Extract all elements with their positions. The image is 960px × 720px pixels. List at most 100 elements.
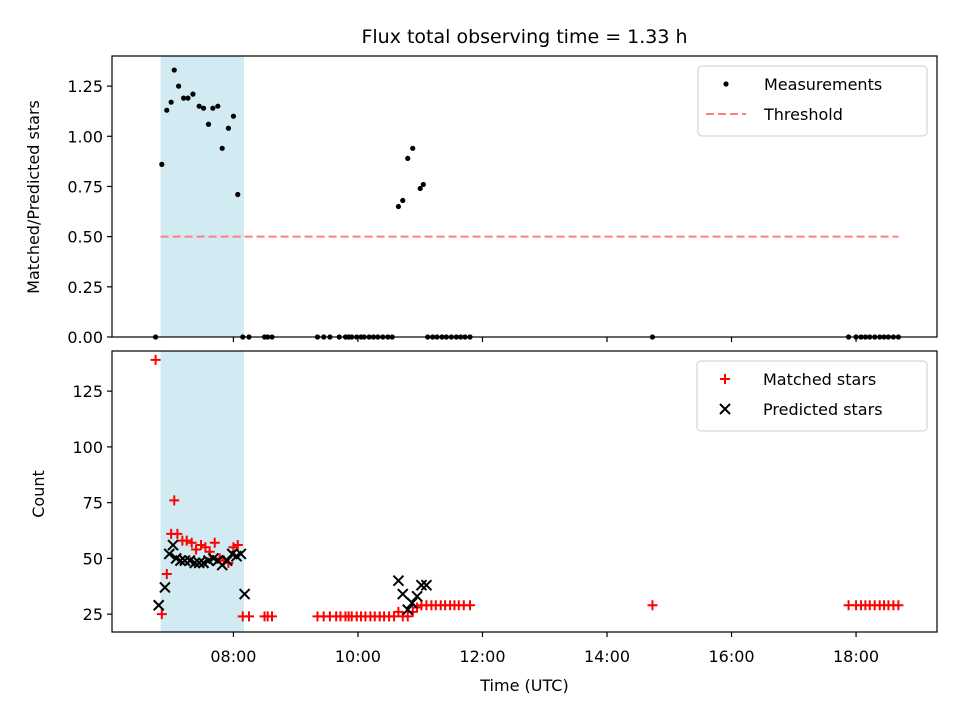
data-point (235, 191, 241, 198)
legend-label: Measurements (764, 75, 882, 94)
y-tick-label: 100 (72, 438, 103, 457)
y-tick-label: 0.75 (67, 177, 103, 196)
data-point (169, 495, 180, 506)
data-point (397, 588, 409, 600)
y-tick-label: 50 (83, 549, 103, 568)
series-predicted-stars (152, 539, 433, 616)
data-point (163, 548, 175, 560)
data-point (410, 145, 416, 151)
data-point (415, 579, 428, 591)
data-point (179, 554, 191, 567)
y-tick-label: 1.00 (67, 127, 103, 146)
data-point (196, 540, 207, 551)
data-point (238, 588, 251, 600)
legend-marker (720, 374, 730, 384)
data-point (228, 542, 239, 553)
data-point (176, 83, 182, 89)
data-point (174, 554, 187, 567)
series-matched-stars (150, 354, 904, 622)
data-point (402, 603, 414, 616)
data-point (205, 121, 212, 127)
data-point (152, 599, 165, 611)
y-tick-label: 0.50 (67, 228, 103, 247)
panel-count: 25 50 75 100 125 08:00 10:00 12:00 14:00 16:00 18:… (72, 350, 938, 666)
data-point (221, 554, 233, 567)
data-point (210, 105, 216, 111)
legend-box (696, 360, 928, 432)
data-point (402, 611, 413, 622)
data-point (893, 600, 904, 611)
data-point (406, 597, 418, 609)
panel-ratio: 0.00 0.25 0.50 0.75 1.00 1.25 Measurements Thre… (67, 55, 938, 347)
chart-title: Flux total observing time = 1.33 h (361, 26, 687, 48)
data-point (168, 99, 174, 105)
x-tick-label: 16:00 (708, 647, 754, 666)
data-point (172, 528, 183, 539)
data-point (189, 557, 201, 569)
x-tick-label: 18:00 (833, 647, 879, 666)
data-point (405, 155, 411, 161)
y-tick-label: 0.25 (67, 278, 103, 297)
legend-marker (723, 81, 729, 87)
y-tick-label: 0.00 (67, 328, 103, 347)
y-axis-label-bottom: Count (29, 470, 48, 518)
data-point (190, 91, 196, 97)
data-point (164, 107, 170, 113)
x-tick-label: 10:00 (335, 647, 381, 666)
data-point (400, 197, 406, 204)
data-point (411, 590, 423, 603)
data-point (230, 113, 237, 119)
data-point (196, 103, 202, 109)
legend-marker (719, 403, 731, 415)
data-point (235, 548, 247, 560)
data-point (215, 103, 221, 109)
plot-frame (111, 350, 938, 633)
legend-label: Threshold (763, 105, 843, 124)
data-point (420, 181, 426, 188)
legend: Matched stars Predicted stars (696, 360, 928, 432)
data-point (167, 539, 179, 551)
data-point (389, 611, 400, 622)
observing-window-band (160, 351, 244, 632)
y-axis-label-top: Matched/Predicted stars (24, 100, 43, 294)
data-point (420, 579, 433, 591)
x-tick-label: 12:00 (459, 647, 505, 666)
data-point (267, 611, 278, 622)
x-axis-label: Time (UTC) (479, 676, 568, 695)
data-point (417, 185, 423, 192)
data-point (159, 581, 171, 594)
data-point (219, 145, 225, 151)
data-point (159, 161, 165, 167)
data-point (232, 540, 243, 551)
y-tick-label: 75 (83, 494, 103, 513)
data-point (243, 611, 254, 622)
data-point (171, 67, 177, 73)
data-point (392, 574, 405, 587)
data-point (200, 105, 207, 111)
data-point (395, 203, 402, 210)
data-point (647, 600, 658, 611)
legend-label: Matched stars (763, 370, 876, 389)
data-point (209, 537, 220, 548)
y-tick-label: 125 (72, 382, 103, 401)
y-tick-label: 1.25 (67, 77, 103, 96)
data-point (200, 542, 211, 553)
data-point (393, 606, 404, 617)
y-tick-label: 25 (83, 605, 103, 624)
legend-label: Predicted stars (763, 400, 883, 419)
data-point (225, 125, 232, 131)
data-point (150, 354, 161, 365)
x-tick-label: 14:00 (584, 647, 630, 666)
data-point (185, 95, 191, 101)
data-point (193, 557, 205, 569)
x-tick-label: 08:00 (210, 647, 256, 666)
data-point (181, 535, 192, 546)
observing-window-band (160, 56, 244, 337)
data-point (161, 569, 172, 580)
data-point (181, 95, 187, 101)
legend: Measurements Threshold (697, 65, 928, 137)
legend-box (697, 65, 928, 137)
data-point (156, 609, 167, 620)
data-point (186, 537, 197, 548)
